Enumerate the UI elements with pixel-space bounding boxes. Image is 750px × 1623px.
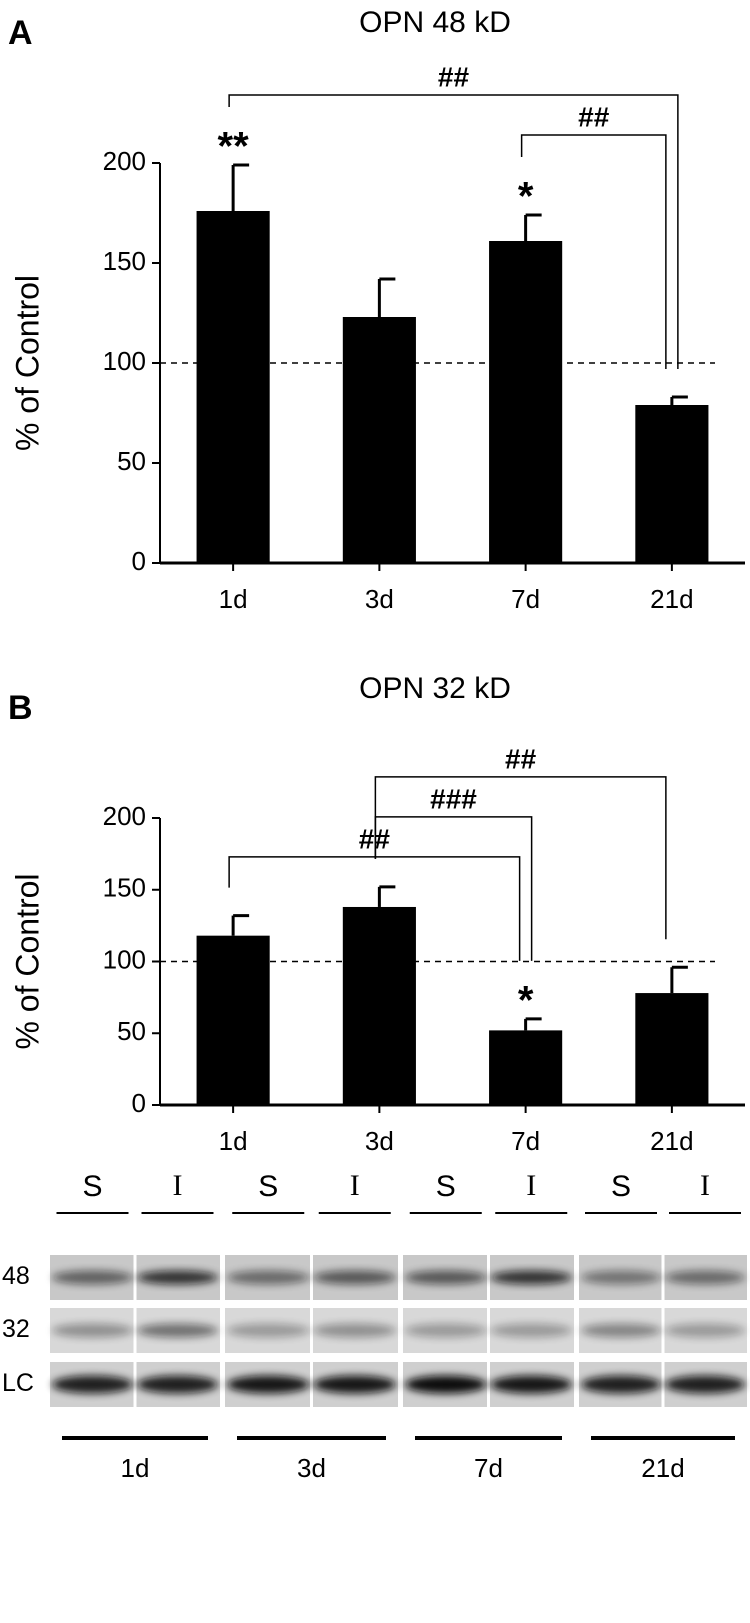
y-axis-label: % of Control (9, 873, 45, 1049)
x-tick-label: 7d (511, 1126, 540, 1156)
lane-label: I (173, 1169, 183, 1202)
bar (342, 317, 416, 563)
blot-band (405, 1270, 487, 1285)
bar (342, 906, 416, 1105)
significance-bracket (374, 776, 667, 940)
blot-band (137, 1375, 218, 1394)
lane-label: S (611, 1170, 631, 1203)
bracket-label: ## (438, 61, 470, 92)
blot-band (137, 1270, 218, 1285)
y-tick-label: 0 (132, 546, 146, 576)
y-tick-label: 50 (117, 446, 146, 476)
significance-label: * (518, 978, 534, 1022)
blot-band (490, 1270, 572, 1285)
y-tick-label: 50 (117, 1016, 146, 1046)
lane-label: I (526, 1169, 536, 1202)
bar (635, 993, 709, 1105)
panel-label: A (8, 14, 33, 52)
y-tick-label: 100 (103, 346, 146, 376)
y-tick-label: 150 (103, 873, 146, 903)
chart-title: OPN 32 kD (359, 672, 511, 705)
blot-band (665, 1270, 745, 1285)
x-tick-label: 3d (365, 584, 394, 614)
group-label: 3d (297, 1453, 326, 1483)
x-tick-label: 1d (219, 1126, 248, 1156)
x-tick-label: 21d (650, 584, 693, 614)
significance-bracket (228, 856, 521, 961)
blot-row-label: LC (2, 1369, 34, 1397)
y-tick-label: 0 (132, 1088, 146, 1118)
blot-band (581, 1375, 661, 1394)
lane-label: I (700, 1169, 710, 1202)
lane-label: S (258, 1170, 278, 1203)
bar (489, 241, 563, 563)
blot-band (52, 1270, 133, 1285)
bracket-label: ### (430, 783, 477, 814)
blot-band (313, 1375, 396, 1394)
significance-label: ** (218, 125, 250, 169)
x-tick-label: 3d (365, 1126, 394, 1156)
blot-band (313, 1270, 396, 1285)
blot-row-label: 48 (2, 1262, 30, 1290)
y-tick-label: 100 (103, 944, 146, 974)
lane-label: S (82, 1170, 102, 1203)
y-tick-label: 150 (103, 246, 146, 276)
blot-band (137, 1323, 218, 1338)
panel-label: B (8, 689, 33, 727)
y-tick-label: 200 (103, 146, 146, 176)
blot-band (227, 1270, 310, 1285)
bracket-label: ## (578, 101, 610, 132)
blot-band (405, 1375, 487, 1394)
significance-bracket (520, 134, 667, 369)
bar (489, 1030, 563, 1105)
blot-band (581, 1270, 661, 1285)
x-tick-label: 21d (650, 1126, 693, 1156)
bar (196, 935, 270, 1105)
blot-band (405, 1323, 487, 1338)
lane-label: S (436, 1170, 456, 1203)
blot-band (581, 1323, 661, 1338)
y-tick-label: 200 (103, 801, 146, 831)
blot-band (227, 1375, 310, 1394)
blot-band (490, 1375, 572, 1394)
blot-band (313, 1323, 396, 1338)
bracket-label: ## (505, 743, 537, 774)
group-label: 21d (641, 1453, 684, 1483)
significance-bracket (228, 94, 679, 369)
blot-band (665, 1375, 745, 1394)
group-label: 1d (121, 1453, 150, 1483)
bar (635, 405, 709, 563)
blot-band (490, 1323, 572, 1338)
x-tick-label: 1d (219, 584, 248, 614)
chart-title: OPN 48 kD (359, 6, 511, 39)
blot-band (665, 1323, 745, 1338)
group-label: 7d (474, 1453, 503, 1483)
x-tick-label: 7d (511, 584, 540, 614)
blot-band (52, 1375, 133, 1394)
blot-band (52, 1323, 133, 1338)
blot-row-label: 32 (2, 1315, 30, 1343)
lane-label: I (350, 1169, 360, 1202)
y-axis-label: % of Control (9, 275, 45, 451)
bar (196, 211, 270, 563)
significance-label: * (518, 175, 534, 219)
blot-band (227, 1323, 310, 1338)
bracket-label: ## (359, 823, 391, 854)
